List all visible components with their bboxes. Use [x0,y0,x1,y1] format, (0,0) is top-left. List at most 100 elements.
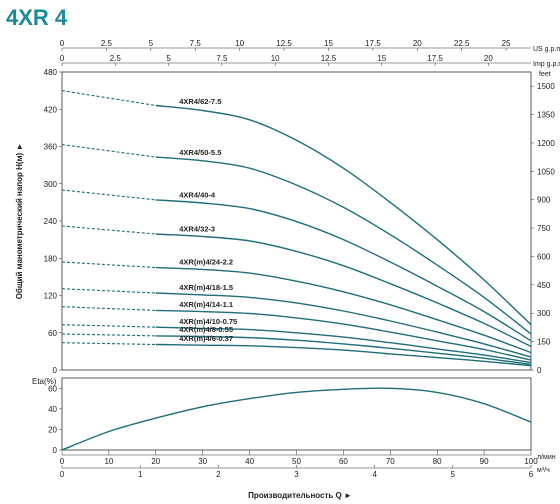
head-curve [155,309,532,361]
head-curve [155,199,532,342]
lpm-tick-label: 20 [151,457,160,466]
lpm-tick-label: 90 [480,457,489,466]
eta-y-tick-label: 20 [48,425,57,434]
feet-y-tick-label: 300 [537,309,551,318]
eta-y-tick-label: 60 [48,384,57,393]
curve-label: 4XR(m)4/10-0.75 [179,317,237,326]
imp-gpm-tick-label: 15 [377,54,386,63]
head-curve [155,266,532,354]
head-curve-extrapolated [61,144,156,158]
lpm-tick-label: 100 [524,457,538,466]
us-gpm-tick-label: 12.5 [276,39,292,48]
curve-label: 4XR4/62-7.5 [179,97,221,106]
head-curve [155,343,532,367]
head-y-axis-label: Общий манометрический напор H(м) ► [15,143,24,300]
m3h-tick-label: 6 [529,470,534,479]
feet-y-tick-label: 1200 [537,139,555,148]
head-y-tick-label: 240 [44,217,58,226]
head-curve-extrapolated [61,324,156,328]
head-curve-extrapolated [61,333,156,337]
lpm-tick-label: 70 [386,457,395,466]
head-y-tick-label: 0 [53,366,58,375]
head-curve-extrapolated [61,306,156,311]
feet-y-tick-label: 750 [537,224,551,233]
us-gpm-tick-label: 2.5 [101,39,113,48]
efficiency-plot-frame [61,377,532,451]
lpm-tick-label: 30 [198,457,207,466]
lpm-tick-label: 60 [339,457,348,466]
curve-label: 4XR(m)4/24-2.2 [179,257,233,266]
head-curve [155,104,532,326]
us-gpm-tick-label: 0 [60,39,65,48]
lpm-tick-label: 0 [60,457,65,466]
head-y-tick-label: 300 [44,180,58,189]
head-curve [155,233,532,348]
lpm-tick-label: 40 [245,457,254,466]
curve-label: 4XR(m)4/18-1.5 [179,283,233,292]
imp-gpm-tick-label: 17.5 [427,54,443,63]
curve-label: 4XR(m)4/8-0.55 [179,325,233,334]
feet-y-tick-label: 600 [537,252,551,261]
efficiency-curve [61,387,532,451]
imp-gpm-unit: Imp g.p.m [533,61,560,68]
imp-gpm-tick-label: 10 [271,54,280,63]
feet-y-tick-label: 1350 [537,111,555,120]
head-y-tick-label: 120 [44,292,58,301]
m3h-unit: м³/ч [537,467,550,474]
feet-unit: feet [539,71,551,78]
feet-y-tick-label: 1050 [537,167,555,176]
us-gpm-tick-label: 22.5 [454,39,470,48]
m3h-tick-label: 4 [372,470,377,479]
us-gpm-unit: US g.p.m [533,46,560,53]
imp-gpm-tick-label: 0 [60,54,65,63]
m3h-tick-label: 1 [138,470,143,479]
imp-gpm-tick-label: 12.5 [321,54,337,63]
us-gpm-tick-label: 25 [502,39,511,48]
imp-gpm-tick-label: 5 [166,54,171,63]
m3h-tick-label: 5 [451,470,456,479]
curve-label: 4XR4/50-5.5 [179,148,221,157]
head-curve-extrapolated [61,288,156,294]
m3h-tick-label: 3 [294,470,299,479]
head-curve [155,335,532,366]
feet-y-tick-label: 450 [537,281,551,290]
imp-gpm-tick-label: 2.5 [110,54,122,63]
feet-y-tick-label: 0 [537,366,542,375]
head-y-tick-label: 420 [44,105,58,114]
head-y-tick-label: 60 [48,329,57,338]
flow-x-axis-label: Производительность Q ► [248,491,352,500]
chart-title: 4XR 4 [6,5,68,30]
feet-y-tick-label: 900 [537,196,551,205]
head-curve-extrapolated [61,342,156,346]
imp-gpm-tick-label: 7.5 [216,54,228,63]
lpm-tick-label: 80 [433,457,442,466]
head-curve [155,326,532,364]
curve-label: 4XR(m)4/14-1.1 [179,300,233,309]
head-curve-extrapolated [61,189,156,201]
us-gpm-tick-label: 7.5 [190,39,202,48]
head-curve [155,292,532,358]
curve-label: 4XR(m)4/6-0.37 [179,334,233,343]
lpm-unit: л/мин [537,454,556,461]
imp-gpm-tick-label: 20 [484,54,493,63]
curve-label: 4XR4/40-4 [179,190,216,199]
lpm-tick-label: 50 [292,457,301,466]
us-gpm-tick-label: 5 [149,39,154,48]
lpm-tick-label: 10 [104,457,113,466]
m3h-tick-label: 0 [60,470,65,479]
eta-y-axis-label: Eta(%) [32,377,57,386]
us-gpm-tick-label: 17.5 [365,39,381,48]
us-gpm-tick-label: 15 [324,39,333,48]
feet-y-tick-label: 1500 [537,82,555,91]
head-y-tick-label: 480 [44,68,58,77]
feet-y-tick-label: 150 [537,338,551,347]
m3h-tick-label: 2 [216,470,221,479]
eta-y-tick-label: 0 [53,446,58,455]
eta-y-tick-label: 40 [48,405,57,414]
head-y-tick-label: 180 [44,254,58,263]
curve-label: 4XR4/32-3 [179,224,215,233]
us-gpm-tick-label: 10 [235,39,244,48]
head-curve-extrapolated [61,261,156,269]
head-curve-extrapolated [61,90,156,107]
